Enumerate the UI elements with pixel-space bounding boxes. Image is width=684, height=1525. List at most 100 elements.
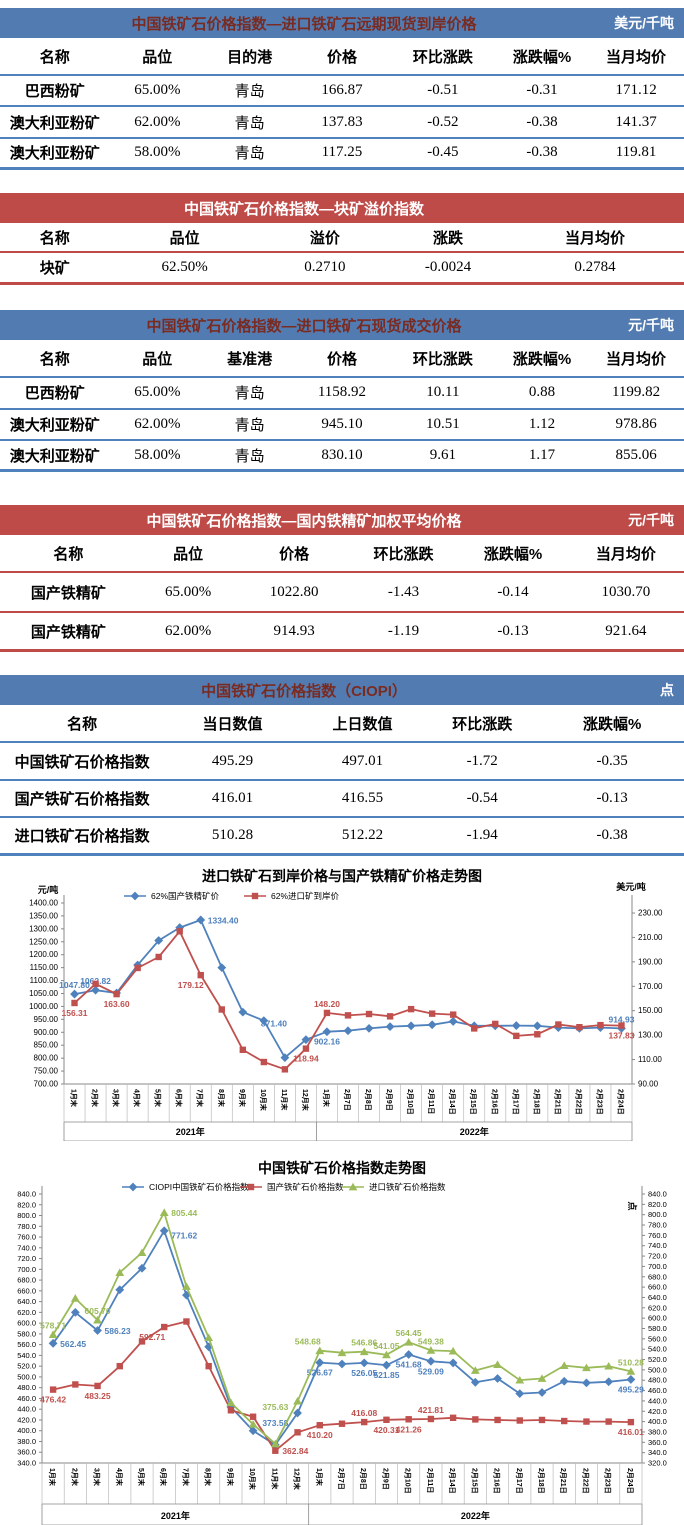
x-axis-label: 1月末 [70,1089,79,1108]
x-axis-label: 2月16日 [490,1089,498,1115]
table-title: 中国铁矿石价格指数—国内铁精矿加权平均价格 [146,512,462,530]
square-marker-icon [116,1362,123,1369]
column-header: 当月均价 [606,350,667,368]
cell-value: 141.37 [615,113,657,130]
x-axis-label: 8月末 [204,1468,213,1487]
right-axis-tick: 110.00 [638,1055,662,1064]
right-axis-tick: 230.00 [638,908,663,917]
data-label: 1334.40 [208,915,239,925]
left-axis-tick: 900.00 [34,1027,59,1036]
column-header: 涨跌幅% [582,715,642,733]
table-row: 中国铁矿石价格指数 495.29 497.01 -1.72 -0.35 [0,743,684,781]
column-header: 上日数值 [332,715,393,733]
left-axis-tick: 400.0 [17,1426,36,1435]
left-axis-tick: 340.0 [17,1458,36,1467]
cell-value: 117.25 [321,144,363,161]
column-header: 品位 [169,229,200,247]
triangle-marker-icon [337,1348,347,1356]
table-title: 中国铁矿石价格指数—块矿溢价指数 [183,200,424,218]
x-axis-label: 6月末 [159,1468,168,1487]
right-axis-unit: 美元/吨 [616,881,646,892]
column-header: 环比涨跌 [373,545,434,563]
left-axis-tick: 500.0 [17,1372,36,1381]
column-header: 环比涨跌 [412,48,473,66]
cell-value: 1.17 [528,446,556,463]
cell-value: 0.88 [528,384,556,401]
left-axis-tick: 740.0 [17,1243,36,1252]
row-name: 进口铁矿石价格指数 [14,827,150,845]
cell-value: 62.00% [164,622,212,639]
legend-label: 62%进口矿到岸价 [271,891,340,901]
diamond-marker-icon [280,1052,290,1062]
column-header: 环比涨跌 [452,715,513,733]
cell-value: 978.86 [615,415,657,432]
right-axis-tick: 420.0 [648,1406,667,1415]
right-axis-tick: 380.0 [648,1427,667,1436]
legend-label: 国产铁矿石价格指数 [267,1182,344,1192]
right-axis-tick: 800.0 [648,1210,667,1219]
cell-value: -0.51 [427,82,459,99]
data-label: 578.71 [40,1320,66,1330]
cell-value: -0.54 [466,789,498,806]
table-row: 澳大利亚粉矿 62.00% 青岛 137.83 -0.52 -0.38 141.37 [0,107,684,139]
cell-value: 921.64 [605,622,647,639]
cell-value: 830.10 [321,446,363,463]
table-title: 中国铁矿石价格指数—进口铁矿石现货成交价格 [146,317,462,335]
cell-value: 510.28 [211,826,254,843]
x-axis-label: 11月末 [270,1468,279,1490]
x-axis-label: 8月末 [217,1089,226,1108]
diamond-marker-icon [128,1182,138,1191]
square-marker-icon [344,1011,352,1019]
table-title-band: 中国铁矿石价格指数—块矿溢价指数 [0,193,684,224]
x-axis-label: 2月23日 [595,1089,603,1115]
diamond-marker-icon [427,1019,437,1029]
series-line [73,929,622,1070]
square-marker-icon [113,990,120,997]
triangle-marker-icon [448,1346,458,1355]
right-axis-tick: 700.0 [648,1261,667,1270]
right-axis-tick: 600.0 [648,1313,667,1322]
column-header: 名称 [39,48,70,66]
cell-value: 62.00% [134,113,181,130]
left-axis-tick: 800.00 [34,1053,59,1062]
year-group-label: 2021年 [161,1510,190,1521]
square-marker-icon [176,927,183,935]
cell-value: 945.10 [321,415,363,432]
triangle-marker-icon [226,1398,236,1406]
square-marker-icon [472,1415,479,1423]
row-name: 国产铁精矿 [30,623,106,641]
left-axis-tick: 1300.00 [29,924,58,933]
column-header: 当日数值 [202,715,263,733]
square-marker-icon [138,1337,146,1345]
diamond-marker-icon [159,1225,169,1235]
right-axis-tick: 320.0 [648,1458,667,1467]
square-marker-icon [239,1046,247,1053]
right-axis-tick: 780.0 [648,1220,667,1229]
column-header: 价格 [326,48,357,66]
cell-value: -0.13 [497,622,529,639]
column-header: 名称 [53,545,84,563]
cell-value: 青岛 [234,115,265,132]
left-axis-tick: 620.0 [17,1307,36,1316]
x-axis-label: 2月18日 [532,1089,540,1115]
square-marker-icon [272,1447,279,1454]
column-header: 名称 [39,350,70,368]
right-axis-tick: 440.0 [648,1396,667,1405]
right-axis-tick: 640.0 [648,1292,667,1301]
left-axis-tick: 1400.00 [29,898,58,907]
column-header: 品位 [142,350,173,368]
cell-value: 65.00% [134,82,181,99]
square-marker-icon [492,1020,499,1027]
x-axis-label: 2月8日 [364,1089,372,1111]
square-marker-icon [260,1058,268,1065]
row-name: 中国铁矿石价格指数 [14,753,150,771]
square-marker-icon [597,1021,604,1028]
diamond-marker-icon [130,891,140,900]
column-header: 当月均价 [606,48,667,66]
square-marker-icon [94,1382,101,1389]
diamond-marker-icon [204,1341,214,1351]
right-axis-tick: 620.0 [648,1303,667,1312]
data-label: 118.94 [293,1053,319,1063]
x-axis-label: 9月末 [238,1089,247,1108]
right-axis-tick: 520.0 [648,1355,667,1364]
